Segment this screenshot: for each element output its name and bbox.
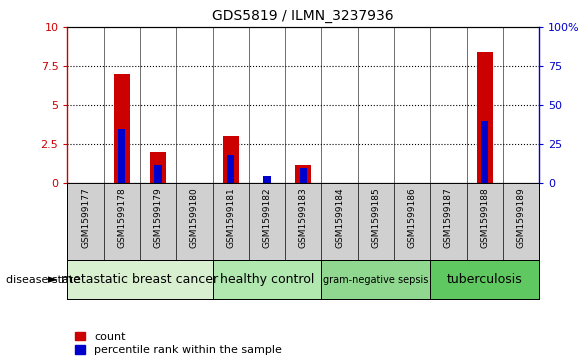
Bar [481,121,488,183]
Bar [114,74,130,183]
Bar [223,136,239,183]
Title: GDS5819 / ILMN_3237936: GDS5819 / ILMN_3237936 [213,9,394,24]
Text: gram-negative sepsis: gram-negative sepsis [323,274,428,285]
Bar [263,176,271,183]
Text: GSM1599184: GSM1599184 [335,187,344,248]
Text: GSM1599189: GSM1599189 [516,187,526,248]
Text: GSM1599177: GSM1599177 [81,187,90,248]
Bar [155,164,162,183]
Legend: count, percentile rank within the sample: count, percentile rank within the sample [73,330,284,358]
Bar [118,129,125,183]
Bar [430,260,539,299]
Bar [299,168,307,183]
Bar [476,52,493,183]
Text: GSM1599181: GSM1599181 [226,187,235,248]
Text: metastatic breast cancer: metastatic breast cancer [62,273,219,286]
Text: healthy control: healthy control [220,273,314,286]
Text: GSM1599187: GSM1599187 [444,187,453,248]
Text: GSM1599185: GSM1599185 [372,187,380,248]
Bar [150,152,166,183]
Bar [321,260,430,299]
Text: GSM1599183: GSM1599183 [299,187,308,248]
Bar [213,260,321,299]
Bar [227,155,234,183]
Text: GSM1599179: GSM1599179 [154,187,162,248]
Bar [295,164,311,183]
Text: GSM1599182: GSM1599182 [263,187,271,248]
Text: GSM1599180: GSM1599180 [190,187,199,248]
Text: GSM1599186: GSM1599186 [408,187,417,248]
Text: tuberculosis: tuberculosis [447,273,523,286]
Text: disease state: disease state [6,274,80,285]
Bar [67,260,213,299]
Text: ►: ► [48,273,57,286]
Text: GSM1599178: GSM1599178 [117,187,127,248]
Text: GSM1599188: GSM1599188 [480,187,489,248]
